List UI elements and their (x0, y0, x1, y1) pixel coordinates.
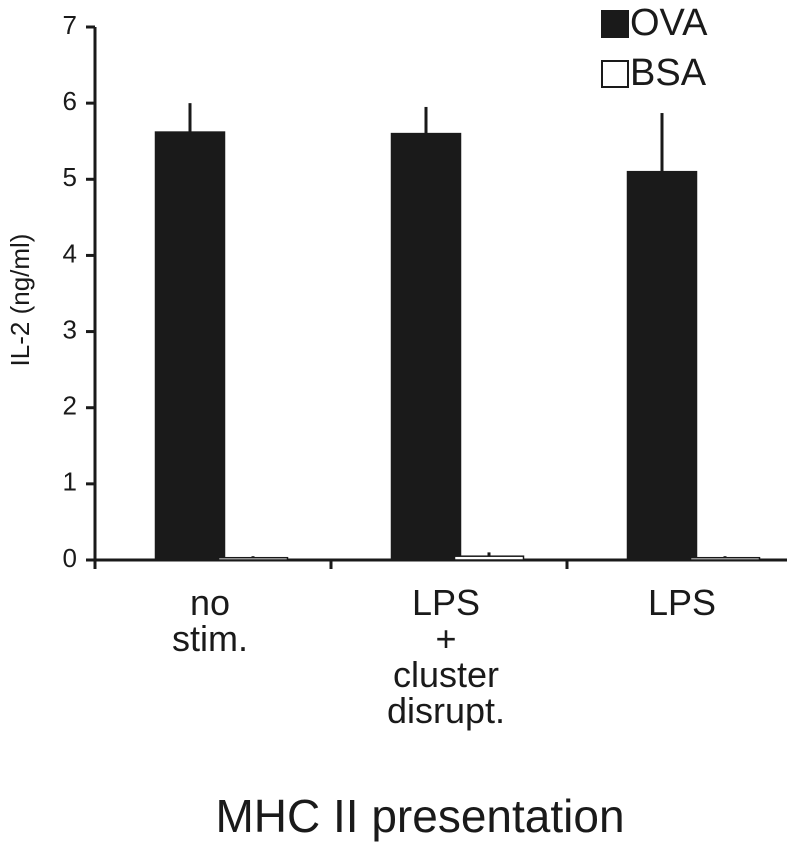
chart-title: MHC II presentation (215, 790, 624, 842)
y-tick-label: 1 (63, 467, 77, 497)
x-tick-label: LPS + cluster disrupt. (387, 582, 505, 731)
bar (626, 170, 698, 561)
y-tick-label: 4 (63, 238, 77, 268)
bar (689, 556, 761, 561)
legend-swatch (601, 10, 629, 38)
y-tick-label: 3 (63, 314, 77, 344)
legend-label: OVA (630, 2, 708, 44)
bar (217, 556, 289, 561)
y-tick-label: 7 (63, 10, 77, 40)
bar (154, 131, 226, 561)
bar (453, 555, 525, 561)
x-tick-label: LPS (648, 582, 716, 623)
y-axis-label: IL-2 (ng/ml) (5, 234, 35, 367)
y-tick-label: 2 (63, 391, 77, 421)
y-tick-label: 6 (63, 86, 77, 116)
x-tick-label: no stim. (172, 582, 248, 659)
legend-swatch (601, 60, 629, 88)
y-tick-label: 5 (63, 162, 77, 192)
y-tick-label: 0 (63, 543, 77, 573)
legend-label: BSA (630, 52, 707, 94)
bar (390, 132, 462, 561)
